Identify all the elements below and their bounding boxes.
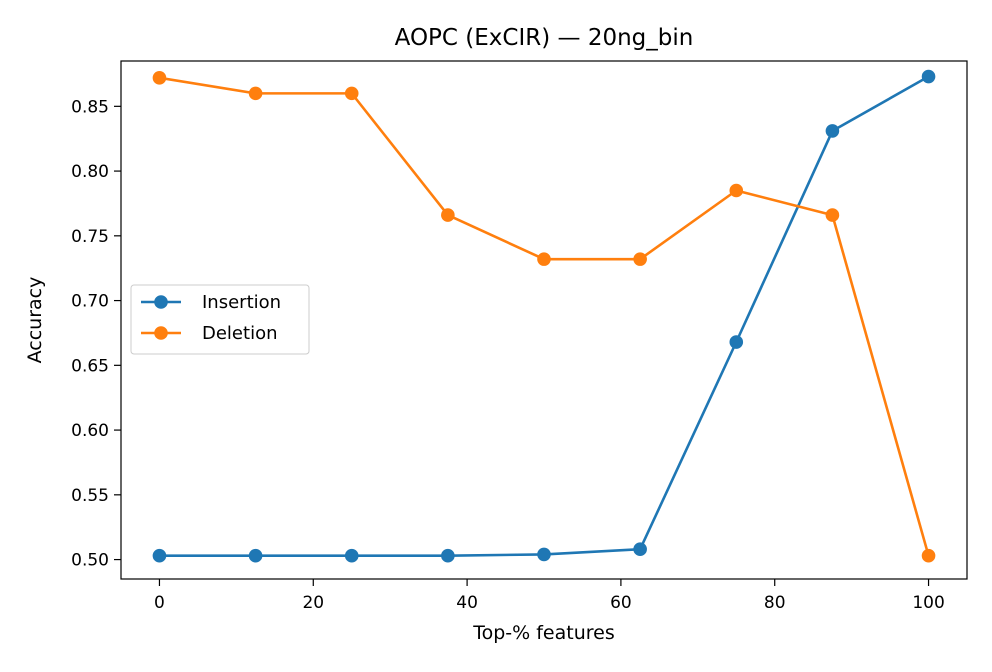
- data-point-deletion: [537, 252, 551, 266]
- data-point-deletion: [344, 86, 359, 101]
- data-point-deletion: [633, 252, 647, 266]
- x-axis-label: Top-% features: [472, 622, 615, 644]
- y-axis-label: Accuracy: [24, 277, 46, 364]
- plot-area: 0 20 40 60 80 100 0.50 0.55 0.60 0.65 0.70 0.75 0.80…: [71, 60, 968, 613]
- y-tick-label: 0.65: [71, 356, 109, 376]
- legend: Insertion Deletion: [130, 284, 310, 355]
- legend-label-deletion: Deletion: [202, 323, 278, 344]
- data-point-deletion: [441, 208, 455, 222]
- data-point-insertion: [633, 542, 647, 557]
- legend-marker-insertion: [154, 295, 168, 309]
- x-tick-label: 40: [456, 593, 478, 613]
- data-point-insertion: [825, 124, 840, 138]
- y-tick-label: 0.80: [71, 162, 109, 182]
- legend-marker-deletion: [154, 326, 168, 340]
- x-tick-label: 80: [764, 593, 786, 613]
- data-point-deletion: [825, 208, 840, 222]
- data-point-insertion: [344, 548, 359, 563]
- x-tick-label: 100: [912, 593, 944, 613]
- x-tick-label: 60: [610, 593, 632, 613]
- y-tick-label: 0.50: [71, 551, 109, 571]
- y-tick-label: 0.75: [71, 227, 109, 247]
- data-point-deletion: [248, 86, 263, 101]
- x-tick-label: 0: [154, 593, 165, 613]
- data-point-insertion: [152, 548, 167, 563]
- data-point-insertion: [729, 335, 744, 349]
- data-point-insertion: [537, 547, 551, 562]
- y-tick-label: 0.70: [71, 292, 109, 312]
- x-tick-label: 20: [302, 593, 324, 613]
- y-tick-label: 0.85: [71, 97, 109, 117]
- data-point-insertion: [248, 548, 263, 563]
- chart-title: AOPC (ExCIR) — 20ng_bin: [395, 25, 694, 51]
- legend-label-insertion: Insertion: [202, 292, 281, 313]
- data-point-insertion: [921, 69, 936, 84]
- axes-frame: [120, 60, 968, 580]
- data-point-deletion: [729, 183, 744, 198]
- data-point-deletion: [921, 548, 936, 563]
- data-point-insertion: [441, 548, 455, 563]
- y-tick-label: 0.55: [71, 486, 109, 506]
- data-point-deletion: [152, 71, 167, 85]
- y-tick-label: 0.60: [71, 421, 109, 441]
